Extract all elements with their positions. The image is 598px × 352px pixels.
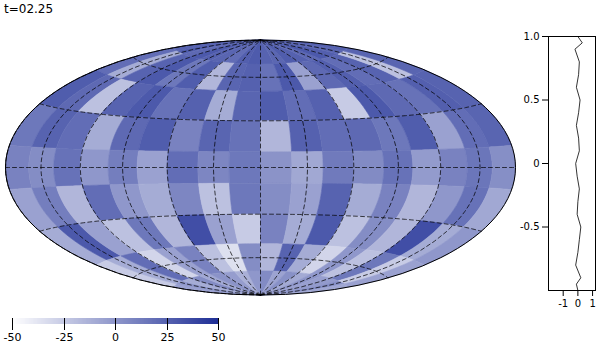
svg-text:-50: -50 (4, 331, 22, 344)
svg-text:0: 0 (112, 331, 119, 344)
svg-text:50: 50 (212, 331, 226, 344)
html-text:t=02.25: t=02.25 (4, 2, 54, 16)
svg-text:25: 25 (161, 331, 175, 344)
svg-text:-0.5: -0.5 (520, 221, 540, 232)
svg-text:0.5: 0.5 (524, 94, 540, 105)
svg-text:-1: -1 (558, 298, 568, 309)
svg-text:-25: -25 (56, 331, 74, 344)
svg-text:1: 1 (589, 298, 595, 309)
svg-text:0: 0 (533, 158, 539, 169)
svg-text:1.0: 1.0 (524, 31, 540, 42)
svg-text:0: 0 (575, 298, 581, 309)
